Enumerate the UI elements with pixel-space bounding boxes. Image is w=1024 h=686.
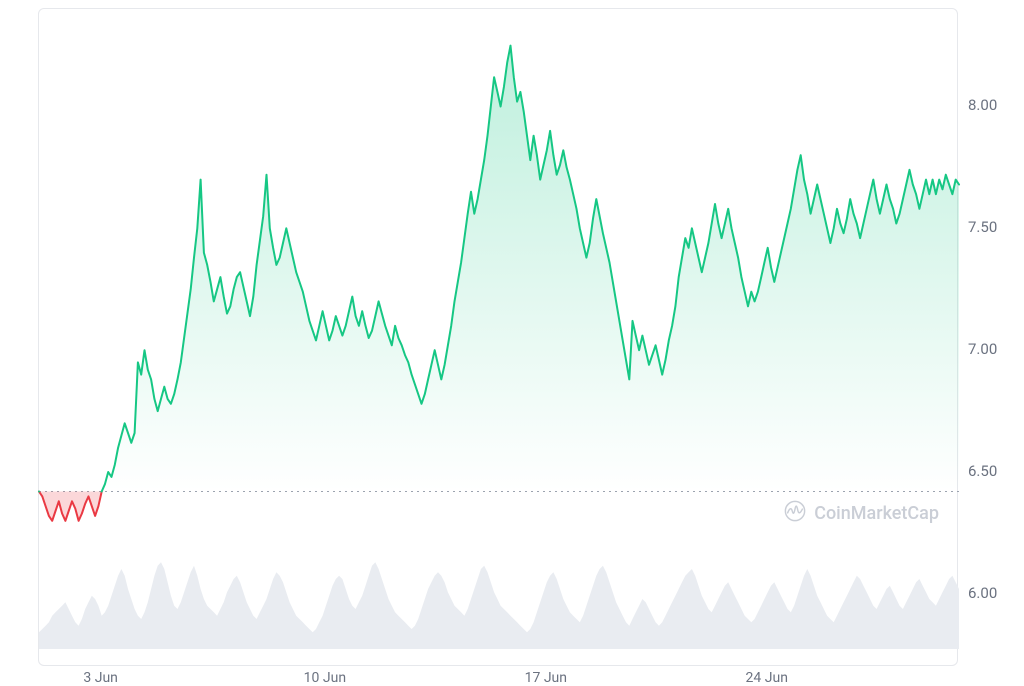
x-tick-label: 3 Jun — [83, 670, 118, 686]
y-tick-label: 7.00 — [968, 340, 1018, 358]
y-tick-label: 6.50 — [968, 462, 1018, 480]
y-tick-label: 6.00 — [968, 584, 1018, 602]
x-tick-label: 17 Jun — [525, 670, 567, 686]
y-tick-label: 8.00 — [968, 96, 1018, 114]
x-tick-label: 24 Jun — [746, 670, 788, 686]
volume-area — [39, 562, 959, 649]
x-tick-label: 10 Jun — [304, 670, 346, 686]
watermark: CoinMarketCap — [784, 500, 939, 527]
coinmarketcap-logo-icon — [784, 500, 806, 527]
y-axis-labels: 6.00 6.50 7.00 7.50 8.00 — [968, 8, 1018, 666]
y-tick-label: 7.50 — [968, 218, 1018, 236]
watermark-text: CoinMarketCap — [814, 503, 939, 524]
price-area-above-baseline — [39, 46, 959, 492]
x-axis-labels: 3 Jun 10 Jun 17 Jun 24 Jun — [38, 670, 958, 686]
chart-frame: CoinMarketCap — [38, 8, 958, 666]
price-chart-svg — [39, 9, 959, 667]
